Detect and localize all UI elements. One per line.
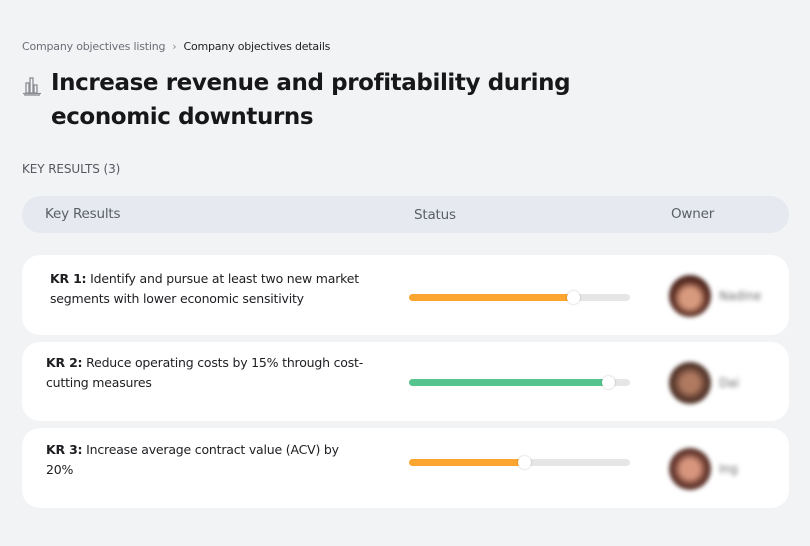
- chevron-right-icon: ›: [172, 40, 177, 53]
- key-result-text: Reduce operating costs by 15% through co…: [46, 355, 364, 390]
- progress-fill: [409, 294, 573, 301]
- avatar: [669, 275, 711, 317]
- column-header-owner: Owner: [671, 206, 715, 222]
- owner-name: Dai: [719, 376, 739, 390]
- progress-bar: [409, 456, 630, 469]
- owner[interactable]: Ing: [669, 448, 738, 490]
- owner-name: Ing: [719, 462, 738, 476]
- breadcrumb-current: Company objectives details: [183, 40, 331, 53]
- key-results-count-label: KEY RESULTS (3): [22, 162, 121, 176]
- progress-fill: [409, 459, 524, 466]
- key-result-prefix: KR 1:: [50, 271, 87, 286]
- progress-bar: [409, 376, 630, 389]
- column-header-key-results: Key Results: [45, 206, 121, 222]
- key-result-text: Identify and pursue at least two new mar…: [50, 271, 359, 306]
- progress-knob: [517, 456, 531, 469]
- key-result-text: Increase average contract value (ACV) by…: [46, 442, 339, 477]
- owner[interactable]: Dai: [669, 362, 739, 404]
- objective-header: Increase revenue and profitability durin…: [22, 66, 682, 134]
- key-result-row[interactable]: KR 2: Reduce operating costs by 15% thro…: [22, 342, 789, 421]
- owner[interactable]: Nadine: [669, 275, 761, 317]
- page-title: Increase revenue and profitability durin…: [51, 70, 571, 130]
- owner-name: Nadine: [719, 289, 762, 303]
- breadcrumb-link-listing[interactable]: Company objectives listing: [22, 40, 166, 53]
- key-result-row[interactable]: KR 3: Increase average contract value (A…: [22, 428, 789, 508]
- progress-knob: [566, 291, 580, 304]
- progress-bar: [409, 291, 630, 304]
- chart-buildings-icon: [22, 74, 42, 96]
- key-result-row[interactable]: KR 1: Identify and pursue at least two n…: [22, 255, 789, 335]
- key-result-prefix: KR 2:: [46, 355, 83, 370]
- column-header-status: Status: [414, 207, 456, 223]
- key-result-description: KR 3: Increase average contract value (A…: [46, 440, 366, 480]
- breadcrumb: Company objectives listing › Company obj…: [22, 40, 330, 53]
- progress-fill: [409, 379, 608, 386]
- key-result-description: KR 1: Identify and pursue at least two n…: [50, 269, 390, 309]
- avatar: [669, 448, 711, 490]
- avatar: [669, 362, 711, 404]
- progress-knob: [601, 376, 615, 389]
- table-header: Key Results Status Owner: [22, 196, 789, 233]
- key-result-description: KR 2: Reduce operating costs by 15% thro…: [46, 353, 391, 393]
- key-result-prefix: KR 3:: [46, 442, 83, 457]
